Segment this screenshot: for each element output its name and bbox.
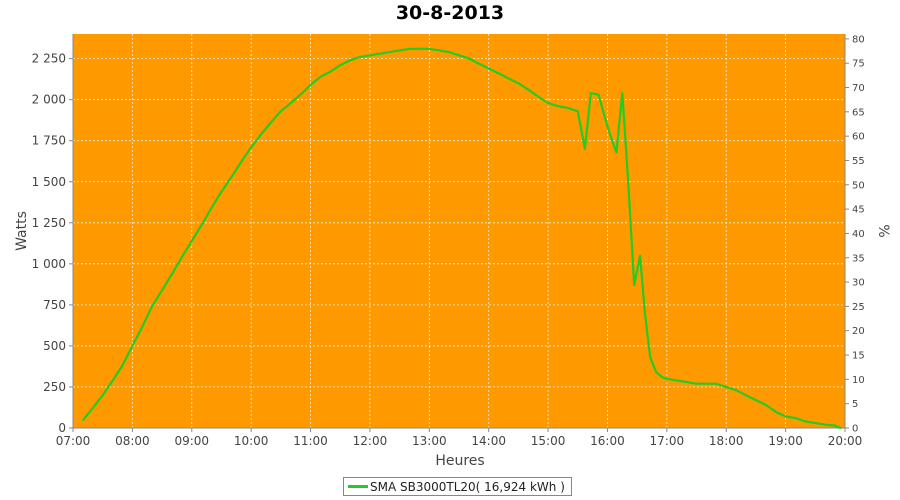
x-axis-label: Heures <box>435 453 484 469</box>
x-tick-label: 19:00 <box>768 434 803 448</box>
x-tick-label: 07:00 <box>56 434 91 448</box>
x-tick-label: 14:00 <box>471 434 506 448</box>
plot-area <box>73 34 845 428</box>
y-tick-label: 2 250 <box>32 52 66 66</box>
y-tick-label: 1 500 <box>32 175 66 189</box>
y2-tick-label: 75 <box>852 59 865 70</box>
x-tick-label: 17:00 <box>650 434 685 448</box>
x-tick-label: 10:00 <box>234 434 269 448</box>
y2-tick-label: 55 <box>852 156 865 167</box>
y2-axis-ticks: 0 5 10 15 20 25 30 35 40 45 50 55 60 65 70 75 80 <box>845 34 865 435</box>
y2-tick-label: 15 <box>852 351 865 362</box>
y2-tick-label: 35 <box>852 253 865 264</box>
y-tick-label: 2 000 <box>32 93 66 107</box>
y-axis-ticks: 0 250 500 750 1 000 1 250 1 500 1 750 2 000 2 250 <box>32 52 73 435</box>
x-tick-label: 13:00 <box>412 434 447 448</box>
legend-swatch <box>348 485 368 488</box>
y2-tick-label: 60 <box>852 132 865 143</box>
x-tick-label: 15:00 <box>531 434 566 448</box>
legend-label: SMA SB3000TL20( 16,924 kWh ) <box>370 479 565 494</box>
y2-tick-label: 45 <box>852 205 865 216</box>
y2-tick-label: 80 <box>852 34 865 45</box>
y2-tick-label: 20 <box>852 326 865 337</box>
y2-tick-label: 65 <box>852 107 865 118</box>
y2-tick-label: 50 <box>852 180 865 191</box>
x-tick-label: 09:00 <box>174 434 209 448</box>
y-tick-label: 1 250 <box>32 216 66 230</box>
y2-tick-label: 25 <box>852 302 865 313</box>
y2-tick-label: 10 <box>852 375 865 386</box>
x-axis-ticks: 07:00 08:00 09:00 10:00 11:00 12:00 13:00 14:00… <box>56 428 863 448</box>
legend: SMA SB3000TL20( 16,924 kWh ) <box>343 477 572 496</box>
series-line <box>82 47 842 430</box>
x-tick-label: 16:00 <box>590 434 625 448</box>
x-tick-label: 20:00 <box>828 434 863 448</box>
y-tick-label: 1 750 <box>32 134 66 148</box>
y2-tick-label: 5 <box>852 399 858 410</box>
y2-tick-label: 30 <box>852 278 865 289</box>
series-layer <box>82 47 842 430</box>
x-tick-label: 18:00 <box>709 434 744 448</box>
y2-tick-label: 0 <box>852 424 858 435</box>
chart-title: 30-8-2013 <box>395 2 505 24</box>
y-tick-label: 0 <box>58 421 66 435</box>
y-tick-label: 500 <box>43 339 66 353</box>
y2-tick-label: 40 <box>852 229 865 240</box>
y2-tick-label: 70 <box>852 83 865 94</box>
x-tick-label: 12:00 <box>353 434 388 448</box>
x-tick-label: 11:00 <box>293 434 328 448</box>
y-axis-label: Watts <box>14 211 30 251</box>
y-tick-label: 750 <box>43 298 66 312</box>
y2-axis-label: % <box>875 224 891 237</box>
y-tick-label: 250 <box>43 380 66 394</box>
y-tick-label: 1 000 <box>32 257 66 271</box>
x-tick-label: 08:00 <box>115 434 150 448</box>
